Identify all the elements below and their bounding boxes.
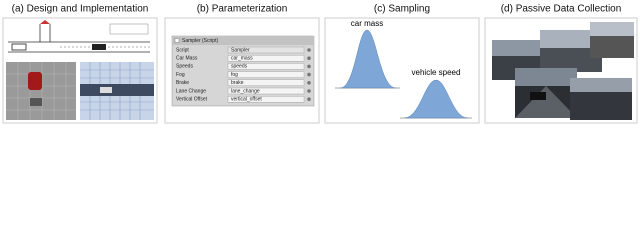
panel-title: (d) Passive Data Collection: [501, 4, 622, 15]
field-label: Brake: [176, 80, 189, 86]
field-value: lane_change: [231, 88, 260, 94]
field-box: [227, 55, 305, 62]
field-picker: [307, 89, 311, 93]
field-value: Sampler: [231, 47, 250, 53]
field-label: Script: [176, 47, 189, 53]
figure: (a) Design and Implementation (b) Parame…: [2, 4, 638, 124]
field-value: fog: [231, 72, 238, 78]
panel-title: (a) Design and Implementation: [12, 4, 149, 15]
inspector: Sampler (Script) Script Sampler Car Mass ca…: [171, 35, 315, 107]
field-picker: [307, 72, 311, 77]
panel-title: (b) Parameterization: [197, 4, 288, 15]
field-box: [227, 46, 305, 54]
field-picker: [307, 56, 311, 60]
field-picker: [307, 81, 311, 85]
field-label: Vertical Offset: [176, 97, 208, 103]
field-box: [227, 87, 305, 95]
field-value: vertical_offset: [231, 97, 262, 103]
field-box: [227, 63, 305, 70]
field-label: Speeds: [176, 64, 193, 70]
field-picker: [307, 97, 311, 101]
field-picker: [307, 64, 311, 69]
histogram-label: vehicle speed: [412, 68, 461, 77]
field-value: speeds: [231, 64, 248, 70]
field-label: Lane Change: [176, 88, 206, 94]
screenshot-stack: [492, 22, 634, 120]
design-sketch: [8, 20, 150, 53]
field-box: [227, 95, 305, 103]
field-box: [227, 71, 305, 78]
inspector-header: Sampler (Script): [182, 38, 218, 44]
field-value: car_mass: [231, 56, 253, 62]
scene-render: [6, 62, 154, 120]
field-picker: [307, 48, 311, 52]
field-label: Car Mass: [176, 56, 198, 62]
field-box: [227, 79, 305, 87]
histogram-label: car mass: [351, 19, 383, 28]
histogram-illustration: [335, 29, 472, 119]
field-label: Fog: [176, 72, 185, 78]
panel-title: (c) Sampling: [374, 4, 430, 15]
field-value: brake: [231, 80, 244, 86]
